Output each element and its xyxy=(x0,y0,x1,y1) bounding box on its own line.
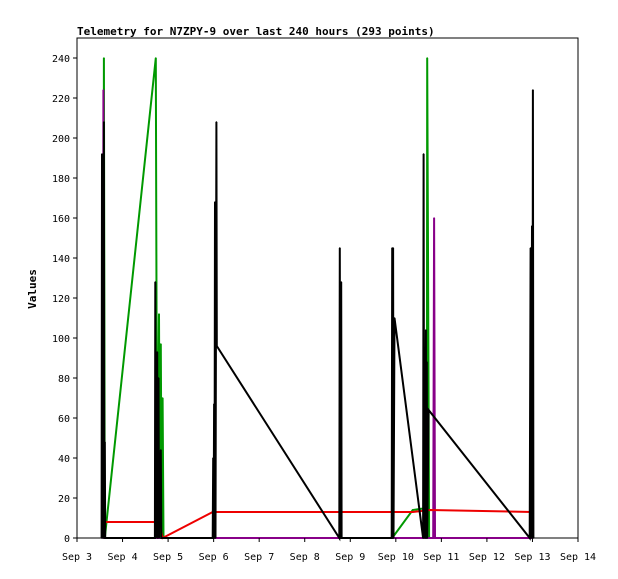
x-tick-label: Sep 7 xyxy=(244,552,274,563)
x-tick-label: Sep 10 xyxy=(378,552,414,563)
y-tick-label: 240 xyxy=(52,54,70,65)
data-point xyxy=(104,537,106,539)
data-point xyxy=(530,537,532,539)
x-tick-label: Sep 9 xyxy=(335,552,365,563)
data-point xyxy=(339,537,342,539)
data-point xyxy=(423,537,425,539)
data-point xyxy=(531,225,533,227)
data-point xyxy=(214,201,216,203)
data-point xyxy=(393,317,396,319)
data-point xyxy=(155,57,157,59)
data-point xyxy=(212,457,214,459)
data-point xyxy=(160,343,162,345)
data-point xyxy=(529,247,532,249)
data-point xyxy=(215,121,218,123)
data-point xyxy=(429,509,431,511)
x-tick-label: Sep 12 xyxy=(469,552,505,563)
data-point xyxy=(339,247,341,249)
y-tick-label: 220 xyxy=(52,94,70,105)
y-tick-label: 80 xyxy=(58,374,70,385)
data-point xyxy=(102,247,104,249)
x-tick-label: Sep 5 xyxy=(153,552,183,563)
data-point xyxy=(213,403,215,405)
data-point xyxy=(102,89,105,91)
y-tick-label: 180 xyxy=(52,174,70,185)
data-point xyxy=(411,511,414,513)
data-point xyxy=(101,153,103,155)
data-point xyxy=(154,281,157,283)
data-point xyxy=(422,153,425,155)
data-point xyxy=(156,351,158,353)
data-point xyxy=(157,377,160,379)
y-tick-label: 140 xyxy=(52,254,70,265)
data-point xyxy=(216,345,218,347)
series-line xyxy=(102,57,532,539)
x-axis: Sep 3 Sep 4 Sep 5 Sep 6 Sep 7 Sep 8 Sep 9 Sep 1… xyxy=(62,538,596,563)
data-point xyxy=(426,361,428,363)
data-point xyxy=(424,409,426,411)
data-point xyxy=(160,449,162,451)
data-point xyxy=(532,89,534,91)
data-point xyxy=(434,537,436,539)
data-point xyxy=(427,409,430,411)
y-axis-label: Values xyxy=(26,269,39,309)
data-point xyxy=(156,537,159,539)
data-point xyxy=(103,121,105,123)
data-point xyxy=(432,537,435,539)
data-point xyxy=(103,57,105,59)
chart-title: Telemetry for N7ZPY-9 over last 240 hour… xyxy=(77,25,435,38)
y-axis: 0 20 40 60 80 100 120 140 160 180 200 220 240 xyxy=(52,54,77,545)
y-tick-label: 20 xyxy=(58,494,70,505)
data-point xyxy=(426,537,429,539)
data-point xyxy=(425,329,427,331)
x-tick-label: Sep 6 xyxy=(199,552,229,563)
data-point xyxy=(433,217,435,219)
series-3 xyxy=(100,89,535,542)
data-point xyxy=(532,537,535,539)
x-tick-label: Sep 14 xyxy=(560,552,596,563)
y-tick-label: 40 xyxy=(58,454,70,465)
data-point xyxy=(340,537,343,539)
x-tick-label: Sep 13 xyxy=(514,552,550,563)
y-tick-label: 60 xyxy=(58,414,70,425)
data-point xyxy=(411,509,414,511)
data-point xyxy=(528,537,531,539)
data-point xyxy=(427,297,430,299)
x-tick-label: Sep 8 xyxy=(290,552,320,563)
y-tick-label: 200 xyxy=(52,134,70,145)
y-tick-label: 120 xyxy=(52,294,70,305)
y-tick-label: 0 xyxy=(64,534,70,545)
plot-frame xyxy=(76,37,579,539)
x-tick-label: Sep 4 xyxy=(107,552,137,563)
data-point xyxy=(340,281,343,283)
data-point xyxy=(160,537,163,539)
data-point xyxy=(426,57,429,59)
data-point xyxy=(392,537,395,539)
data-point xyxy=(155,537,157,539)
x-tick-label: Sep 3 xyxy=(62,552,92,563)
y-tick-label: 160 xyxy=(52,214,70,225)
data-point xyxy=(158,537,160,539)
x-tick-label: Sep 11 xyxy=(423,552,459,563)
data-point xyxy=(161,397,164,399)
data-point xyxy=(104,441,106,443)
data-point xyxy=(392,247,394,249)
series-layer xyxy=(100,57,535,542)
data-point xyxy=(214,537,217,539)
y-tick-label: 100 xyxy=(52,334,70,345)
data-point xyxy=(158,313,160,315)
